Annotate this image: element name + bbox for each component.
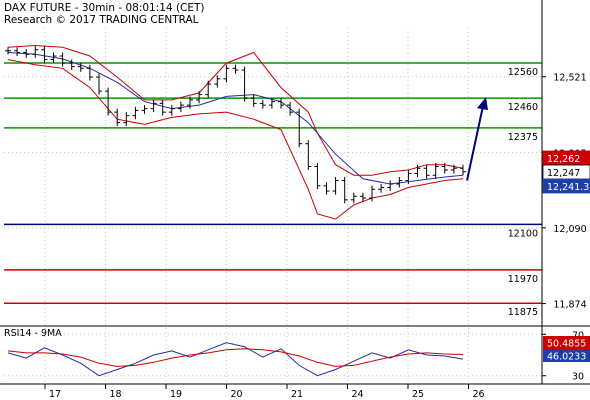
rsi-y-tick-label: 70 bbox=[572, 330, 584, 341]
level-label: 12375 bbox=[508, 132, 538, 143]
x-tick-label: 21 bbox=[291, 389, 303, 400]
rsi-value-tag-label: 50.4855 bbox=[547, 339, 586, 350]
x-tick-label: 26 bbox=[473, 389, 485, 400]
forecast-arrow-head bbox=[477, 97, 488, 111]
moving-average-line bbox=[7, 52, 464, 185]
value-tags: 12,262 12,247 12,241.3 50.4855 46.0233 bbox=[542, 150, 590, 363]
value-tag-label: 12,241.3 bbox=[547, 182, 589, 193]
value-tag bbox=[542, 178, 590, 194]
rsi-value-tag bbox=[543, 336, 590, 349]
x-tick-label: 24 bbox=[352, 389, 364, 400]
x-tick-label: 19 bbox=[170, 389, 182, 400]
moving-average bbox=[7, 52, 464, 185]
level-label: 11875 bbox=[508, 307, 538, 318]
y-tick-label: 11,874 bbox=[553, 300, 586, 311]
rsi-line bbox=[7, 342, 464, 377]
price-bars bbox=[5, 46, 466, 204]
rsi-value-tag-label: 46.0233 bbox=[547, 352, 586, 363]
x-tick-label: 17 bbox=[49, 389, 61, 400]
bollinger-lower-line bbox=[7, 59, 464, 220]
level-label: 11970 bbox=[508, 274, 538, 285]
forecast bbox=[466, 97, 488, 181]
rsi-y-tick-label: 30 bbox=[572, 372, 584, 383]
x-tick-label: 25 bbox=[412, 389, 424, 400]
level-label: 12560 bbox=[508, 67, 538, 78]
value-tag-label: 12,262 bbox=[547, 154, 580, 165]
rsi-value-tag bbox=[543, 349, 590, 362]
rsi-lines bbox=[7, 342, 464, 377]
y-tick-label: 12,090 bbox=[553, 224, 586, 235]
level-label: 12100 bbox=[508, 228, 538, 239]
x-tick-label: 20 bbox=[231, 389, 243, 400]
rsi-ma-line bbox=[7, 348, 464, 367]
chart-subtitle: Research © 2017 TRADING CENTRAL bbox=[4, 14, 199, 26]
rsi-title: RSI14 - 9MA bbox=[4, 328, 62, 339]
forecast-arrow-shaft bbox=[466, 105, 484, 181]
value-tag-label: 12,247 bbox=[547, 168, 580, 179]
x-tick-label: 18 bbox=[110, 389, 122, 400]
bollinger-bands bbox=[7, 44, 464, 220]
bollinger-upper-line bbox=[7, 44, 464, 176]
chart-title: DAX FUTURE - 30min - 08:01:14 (CET) bbox=[4, 2, 205, 14]
rsi-grid bbox=[4, 328, 542, 384]
level-lines: 12560 12460 12375 12100 11970 11875 bbox=[4, 62, 542, 318]
y-tick-label: 12,521 bbox=[553, 73, 586, 84]
level-label: 12460 bbox=[508, 102, 538, 113]
